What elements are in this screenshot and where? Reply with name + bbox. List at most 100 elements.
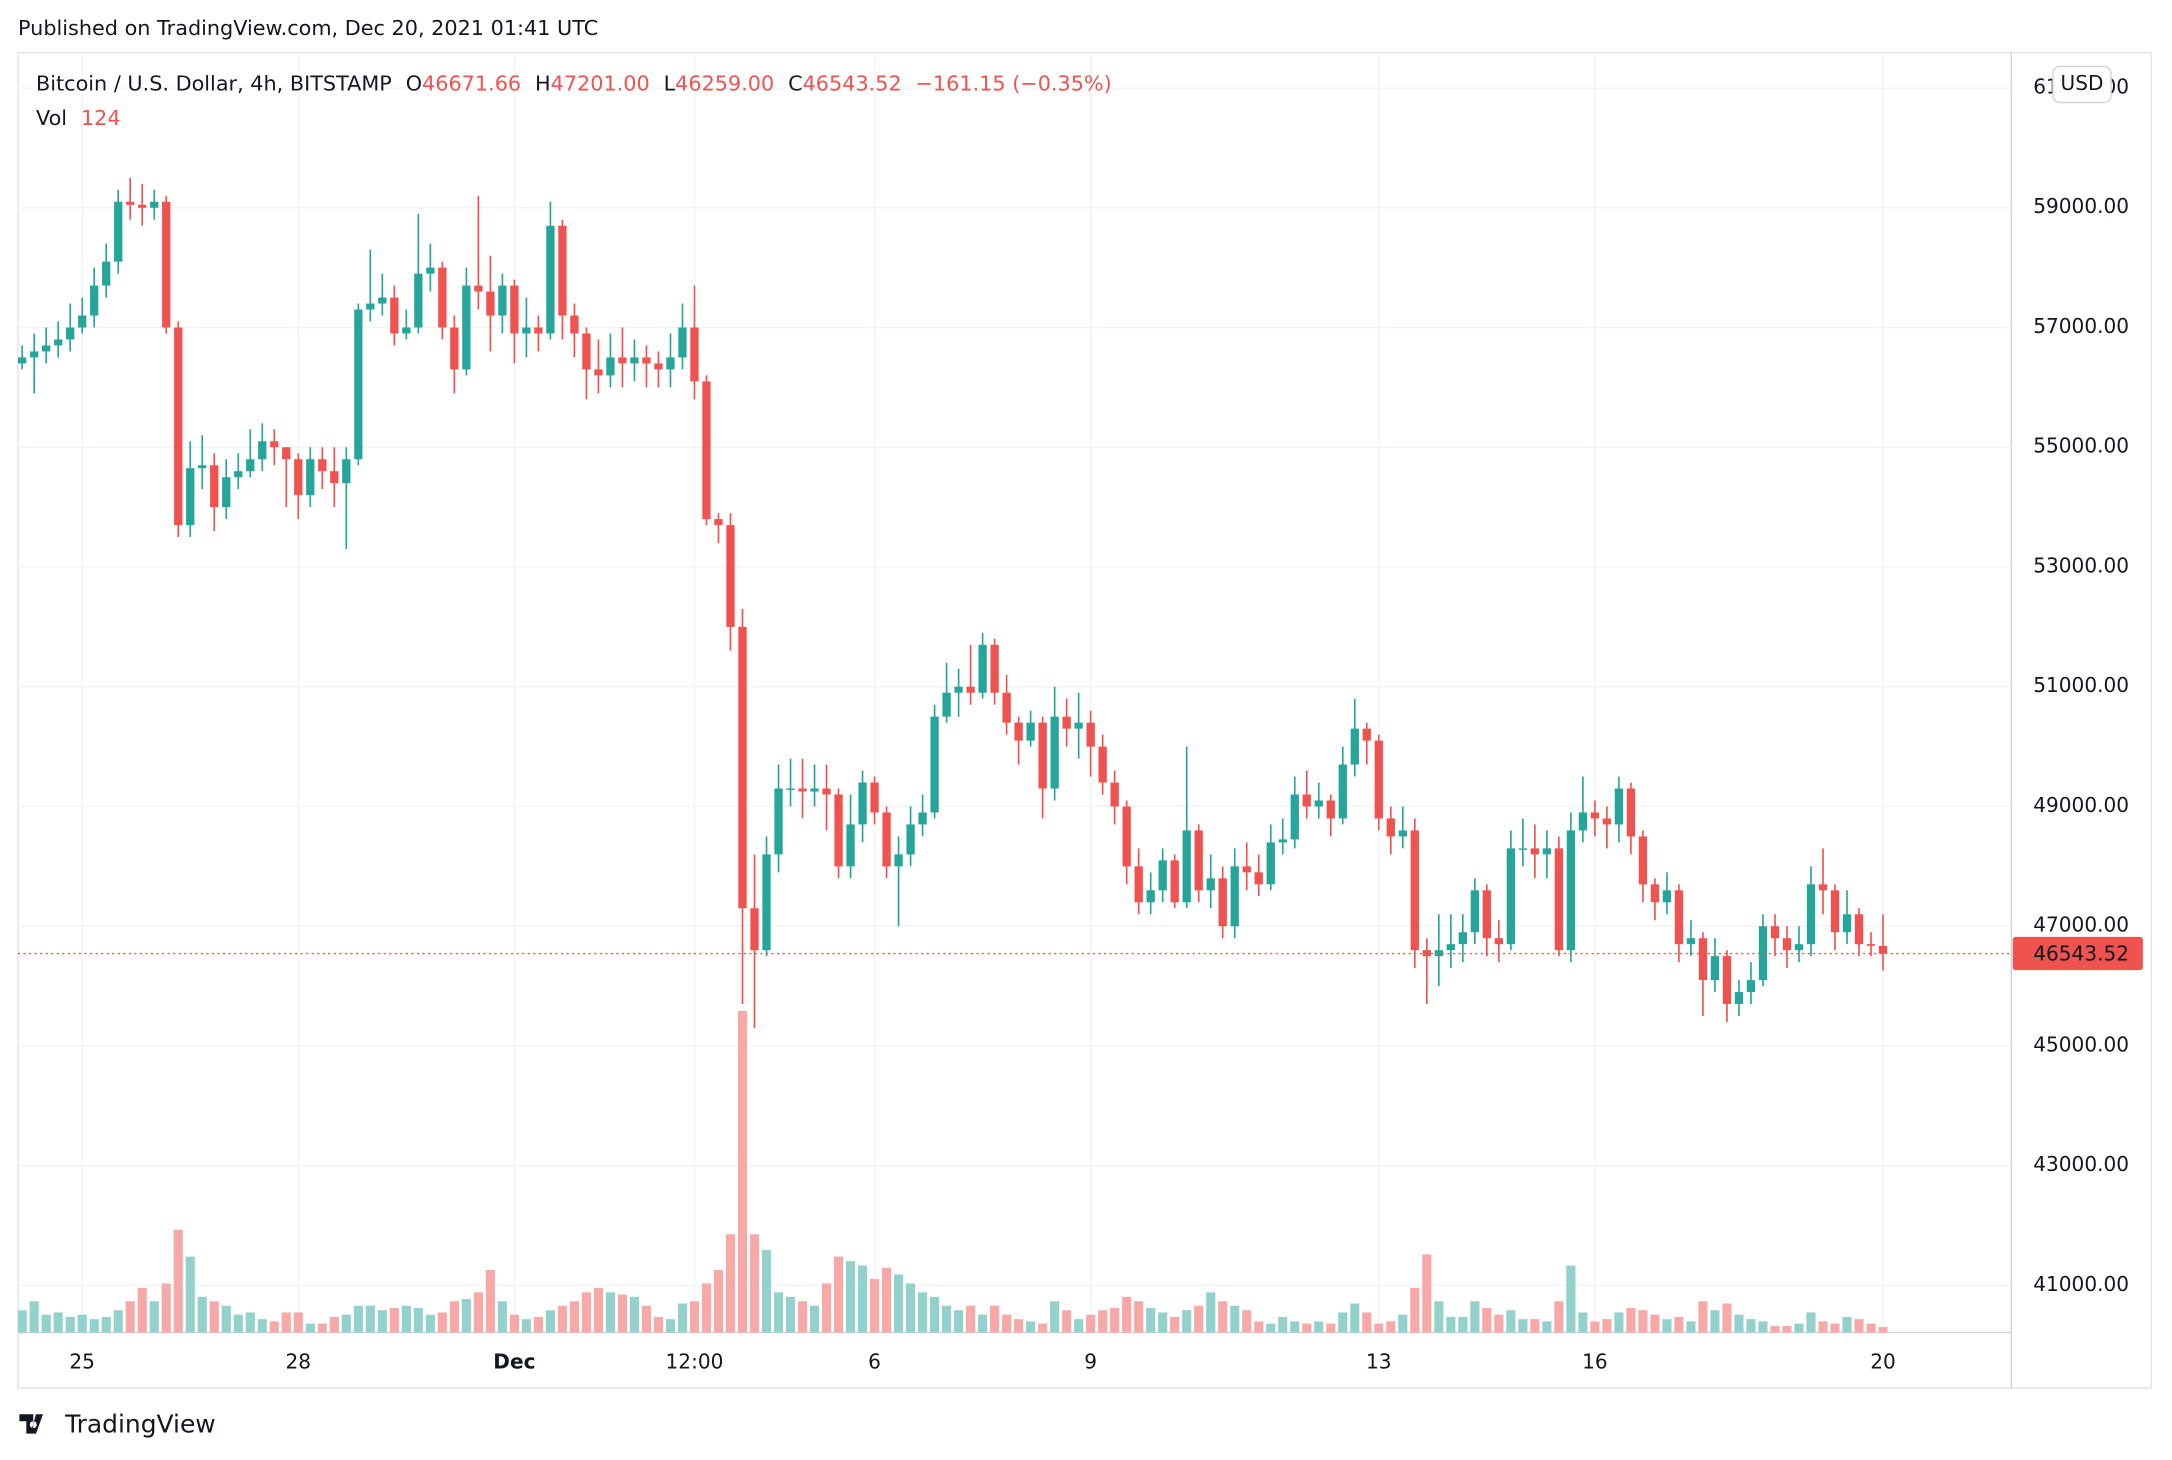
candle-body bbox=[1866, 944, 1876, 946]
volume-bar bbox=[641, 1305, 652, 1333]
volume-bar bbox=[1710, 1310, 1720, 1333]
volume-bar bbox=[833, 1256, 844, 1333]
change: −161.15 (−0.35%) bbox=[916, 71, 1112, 95]
candle-body bbox=[546, 225, 555, 334]
candle-body bbox=[1446, 944, 1455, 951]
volume-bar bbox=[461, 1299, 471, 1333]
candle-body bbox=[258, 441, 267, 460]
candle-body bbox=[1302, 794, 1311, 807]
volume-bar bbox=[1518, 1319, 1528, 1333]
candle-body bbox=[954, 686, 963, 693]
candle-body bbox=[402, 327, 411, 334]
y-tick-label: 43000.00 bbox=[2033, 1152, 2129, 1176]
candle-body bbox=[858, 782, 867, 825]
candle-body bbox=[1758, 926, 1768, 981]
candle-body bbox=[1278, 839, 1287, 843]
volume-bar bbox=[1182, 1310, 1192, 1333]
volume-bar bbox=[1374, 1323, 1384, 1333]
logo: TradingView bbox=[19, 1409, 216, 1438]
candle-body bbox=[1398, 830, 1407, 837]
candle-body bbox=[1314, 800, 1323, 807]
candle-body bbox=[882, 812, 891, 867]
volume-bar bbox=[677, 1303, 688, 1333]
x-tick-label: 12:00 bbox=[666, 1350, 724, 1374]
candle-body bbox=[1098, 746, 1107, 783]
candle-body bbox=[1830, 890, 1840, 933]
candle-body bbox=[1062, 716, 1071, 729]
volume-bar bbox=[1230, 1305, 1240, 1333]
volume-bar bbox=[53, 1312, 63, 1333]
volume-bar bbox=[305, 1323, 315, 1333]
volume-bar bbox=[1554, 1301, 1564, 1333]
volume-bar bbox=[1086, 1314, 1096, 1333]
volume-bar bbox=[749, 1234, 760, 1333]
volume-bar bbox=[653, 1316, 664, 1333]
candle-body bbox=[1650, 884, 1660, 903]
currency-box bbox=[2052, 65, 2112, 104]
candle-body bbox=[942, 692, 951, 717]
candle-body bbox=[438, 267, 447, 328]
candle-body bbox=[114, 201, 123, 262]
candle-body bbox=[354, 309, 363, 460]
candle-body bbox=[270, 441, 279, 448]
volume-bar bbox=[785, 1296, 796, 1333]
volume-bar bbox=[1302, 1323, 1312, 1333]
y-tick-label: 47000.00 bbox=[2033, 913, 2129, 937]
volume-bar bbox=[918, 1292, 928, 1333]
volume-bar bbox=[1074, 1319, 1084, 1333]
candle-body bbox=[774, 788, 783, 855]
candle-body bbox=[1578, 812, 1588, 831]
volume-bar bbox=[185, 1256, 195, 1333]
candle-body bbox=[630, 357, 639, 364]
candle-body bbox=[1338, 764, 1347, 819]
candle-body bbox=[1086, 722, 1095, 747]
candle-body bbox=[1266, 842, 1275, 885]
candle-body bbox=[618, 357, 627, 364]
candle-body bbox=[1410, 830, 1419, 951]
volume-bar bbox=[845, 1261, 856, 1333]
volume-bar bbox=[1794, 1323, 1804, 1333]
volume-bar bbox=[365, 1305, 375, 1333]
volume-bar bbox=[1806, 1312, 1816, 1333]
volume-bar bbox=[1722, 1303, 1732, 1333]
high-value: 47201.00 bbox=[551, 71, 650, 95]
candle-body bbox=[426, 267, 435, 274]
volume-bar bbox=[1638, 1310, 1648, 1333]
volume-bar bbox=[413, 1307, 423, 1333]
candle-body bbox=[462, 285, 471, 370]
volume-bar bbox=[605, 1292, 616, 1333]
candle-body bbox=[174, 327, 183, 526]
volume-layer bbox=[18, 1010, 1888, 1333]
volume-bar bbox=[1830, 1323, 1840, 1333]
x-tick-label: Dec bbox=[493, 1350, 535, 1374]
volume-bar bbox=[1758, 1321, 1768, 1333]
volume-bar bbox=[1626, 1307, 1636, 1333]
x-tick-label: 9 bbox=[1084, 1350, 1097, 1374]
candle-body bbox=[162, 201, 171, 328]
volume-bar bbox=[281, 1312, 291, 1333]
volume-bar bbox=[1674, 1316, 1684, 1333]
last-price-label: 46543.52 bbox=[2033, 941, 2129, 965]
y-tick-label: 55000.00 bbox=[2033, 434, 2129, 458]
volume-bar bbox=[1062, 1310, 1072, 1333]
volume-bar bbox=[1458, 1316, 1468, 1333]
candle-body bbox=[1362, 728, 1371, 741]
candle-body bbox=[1710, 956, 1720, 981]
candle-body bbox=[78, 315, 87, 328]
candle-body bbox=[534, 327, 543, 334]
candle-body bbox=[150, 201, 159, 208]
volume-bar bbox=[89, 1319, 99, 1333]
candle-body bbox=[1542, 848, 1552, 855]
candle-body bbox=[870, 782, 879, 813]
candle-body bbox=[582, 333, 591, 370]
candle-body bbox=[222, 477, 231, 508]
volume-bar bbox=[1158, 1312, 1168, 1333]
candle-body bbox=[18, 357, 27, 364]
candle-body bbox=[282, 447, 291, 460]
candle-body bbox=[378, 297, 387, 304]
volume-bar bbox=[161, 1283, 171, 1333]
volume-bar bbox=[317, 1323, 327, 1333]
candle-body bbox=[102, 261, 111, 286]
volume-bar bbox=[29, 1301, 39, 1333]
candle-body bbox=[1818, 884, 1828, 891]
